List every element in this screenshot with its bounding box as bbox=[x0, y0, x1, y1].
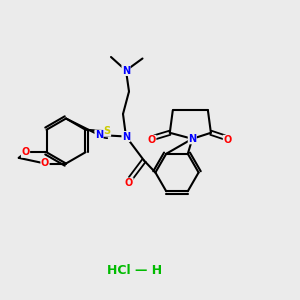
Text: N: N bbox=[122, 131, 130, 142]
Text: HCl — H: HCl — H bbox=[107, 263, 163, 277]
Text: N: N bbox=[122, 65, 130, 76]
Text: O: O bbox=[148, 135, 156, 145]
Text: O: O bbox=[21, 147, 30, 157]
Text: O: O bbox=[41, 158, 49, 169]
Text: N: N bbox=[188, 134, 196, 144]
Text: N: N bbox=[95, 130, 103, 140]
Text: S: S bbox=[103, 126, 111, 136]
Text: O: O bbox=[223, 135, 232, 145]
Text: O: O bbox=[125, 178, 133, 188]
